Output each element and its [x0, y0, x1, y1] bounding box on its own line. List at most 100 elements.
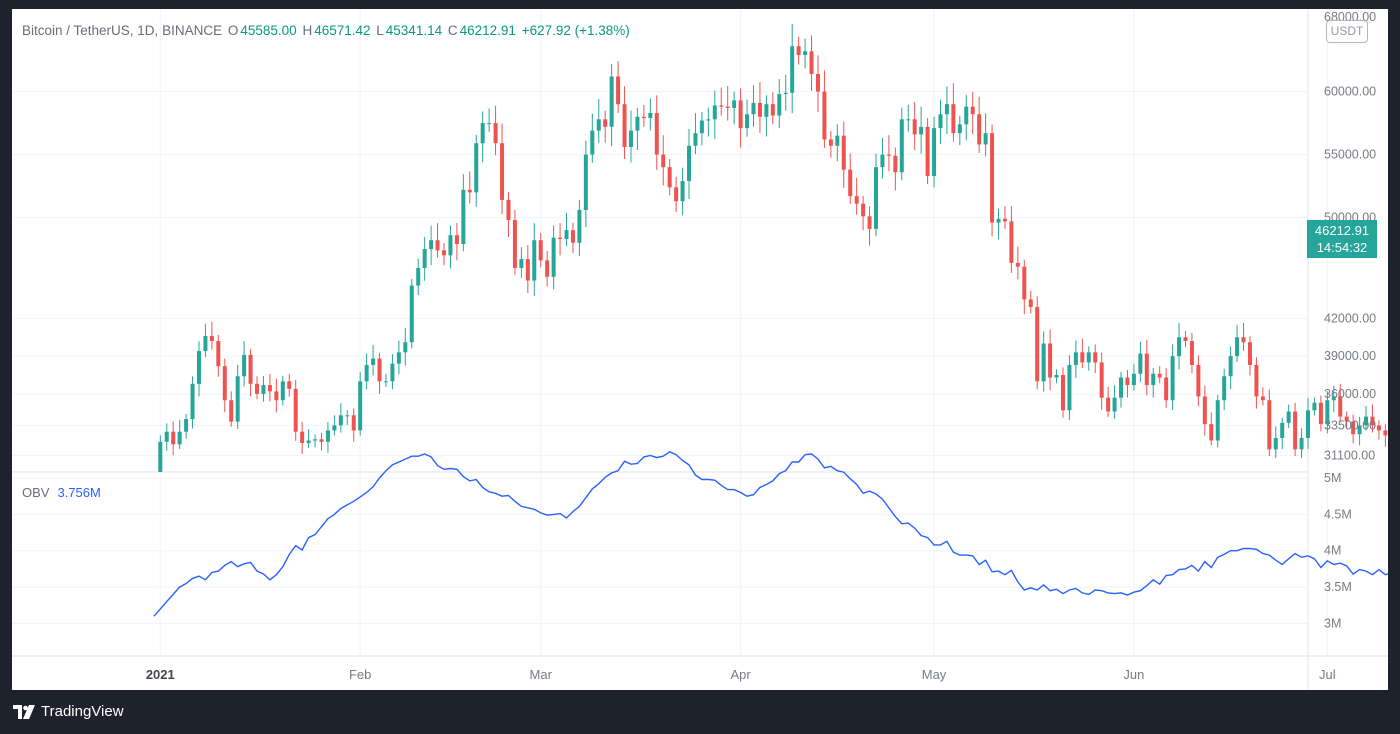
candle-body	[435, 240, 440, 251]
candle-body	[390, 363, 395, 382]
candle-body	[364, 364, 369, 382]
candle-body	[964, 106, 969, 125]
candle-body	[996, 218, 1001, 223]
candle-body	[674, 187, 679, 202]
candle-body	[1041, 343, 1046, 382]
candle-body	[680, 181, 685, 202]
footer-brand[interactable]: TradingView	[13, 703, 124, 720]
candle-body	[487, 123, 492, 125]
candle-body	[635, 116, 640, 131]
candle-body	[1228, 356, 1233, 377]
candle-body	[474, 143, 479, 193]
brand-label: TradingView	[41, 703, 124, 720]
candle-body	[313, 439, 318, 441]
candle-body	[732, 100, 737, 108]
candle-body	[977, 114, 982, 145]
candle-body	[725, 106, 730, 108]
candle-body	[822, 91, 827, 140]
candle-body	[1164, 377, 1169, 401]
price-tick-label: 60000.00	[1324, 85, 1376, 99]
candle-body	[783, 92, 788, 95]
indicator-legend[interactable]: OBV 3.756M	[22, 485, 101, 500]
time-tick-label: Apr	[730, 667, 751, 682]
change-value: +627.92 (+1.38%)	[521, 23, 630, 38]
gridlines	[12, 9, 1328, 656]
candle-body	[1267, 400, 1272, 450]
candle-body	[983, 133, 988, 145]
candle-body	[1209, 424, 1214, 441]
candle-body	[1144, 353, 1149, 386]
candle-body	[1376, 425, 1381, 431]
candle-body	[751, 102, 756, 115]
candle-body	[938, 114, 943, 129]
candle-body	[1383, 430, 1388, 436]
candle-body	[706, 119, 711, 121]
candle-body	[1002, 218, 1007, 222]
tradingview-logo-icon	[13, 704, 35, 719]
candle-body	[255, 383, 260, 394]
close-key: C	[447, 23, 458, 38]
candle-body	[1093, 352, 1098, 363]
chart-frame[interactable]: 68000.00 60000.00 55000.00 50000.00 42000.00…	[12, 9, 1388, 690]
candle-body	[1293, 411, 1298, 450]
candle-body	[229, 400, 234, 422]
candle-body	[1312, 402, 1317, 411]
low-key: L	[376, 23, 384, 38]
candle-body	[293, 388, 298, 432]
candle-body	[209, 335, 214, 341]
price-tick-label: 36000.00	[1324, 387, 1376, 401]
candle-body	[712, 105, 717, 120]
candle-body	[190, 383, 195, 420]
indicator-name: OBV	[22, 485, 50, 500]
candle-body	[1170, 356, 1175, 401]
candle-body	[912, 119, 917, 135]
time-axis-ticks: 2021FebMarAprMayJunJulAugSep	[146, 667, 1336, 682]
candle-body	[757, 102, 762, 117]
candle-body	[1054, 375, 1059, 378]
candle-body	[1106, 397, 1111, 412]
candle-body	[1067, 364, 1072, 411]
candle-body	[886, 154, 891, 156]
candle-body	[854, 196, 859, 204]
candle-body	[1260, 396, 1265, 401]
obv-axis-ticks: 5M 4.5M 4M 3.5M 3M	[1324, 471, 1352, 630]
candle-body	[1048, 343, 1053, 378]
last-price: 46212.91	[1314, 223, 1370, 238]
candle-body	[835, 135, 840, 146]
candle-body	[1022, 266, 1027, 300]
chart-canvas[interactable]: 68000.0060000.0055000.0050000.0042000.00…	[12, 9, 1388, 690]
candle-body	[1364, 416, 1369, 426]
candle-body	[628, 130, 633, 148]
candle-body	[1138, 353, 1143, 374]
currency-unit-button[interactable]: USDT	[1326, 20, 1368, 43]
candle-body	[196, 351, 201, 384]
time-tick-label: May	[922, 667, 947, 682]
obv-tick-label: 3.5M	[1324, 580, 1352, 594]
candle-body	[796, 46, 801, 56]
high-key: H	[302, 23, 313, 38]
candle-body	[454, 235, 459, 244]
candle-body	[1299, 437, 1304, 450]
candle-body	[525, 259, 530, 281]
candle-body	[512, 220, 517, 268]
candle-body	[519, 259, 524, 268]
candle-body	[325, 430, 330, 442]
candle-body	[1306, 410, 1310, 438]
candle-body	[493, 123, 498, 144]
candle-body	[1196, 364, 1201, 397]
candle-body	[248, 354, 253, 384]
candle-body	[944, 104, 949, 115]
candle-body	[1344, 416, 1349, 422]
candle-body	[1357, 425, 1362, 435]
candle-body	[1177, 337, 1182, 357]
candle-body	[1131, 373, 1136, 386]
candle-body	[661, 154, 666, 168]
candle-body	[1060, 375, 1065, 411]
symbol-header: Bitcoin / TetherUS, 1D, BINANCE O 45585.0…	[22, 23, 632, 38]
price-tick-label: 55000.00	[1324, 148, 1376, 162]
candle-body	[803, 51, 808, 56]
symbol-label: Bitcoin / TetherUS, 1D, BINANCE	[22, 23, 223, 38]
candle-body	[351, 415, 356, 431]
candle-body	[867, 216, 872, 229]
candle-body	[1183, 337, 1188, 341]
